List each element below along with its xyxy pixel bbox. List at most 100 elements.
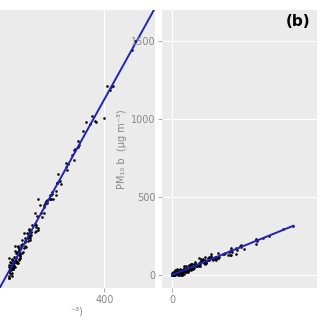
Point xyxy=(172,273,177,278)
Point xyxy=(41,202,46,207)
Point xyxy=(188,265,194,270)
Point xyxy=(7,259,12,264)
Point xyxy=(26,238,31,243)
Point xyxy=(209,254,214,259)
Point xyxy=(88,122,93,127)
Point xyxy=(196,260,201,266)
Point xyxy=(53,193,58,198)
Point xyxy=(172,271,178,276)
Point xyxy=(178,269,183,274)
Point xyxy=(51,196,56,201)
Point xyxy=(189,266,194,271)
Point xyxy=(203,260,208,265)
Point xyxy=(9,260,14,266)
Point xyxy=(171,270,176,275)
Point xyxy=(58,181,63,186)
Point xyxy=(170,273,175,278)
Point xyxy=(27,227,32,232)
Point xyxy=(22,240,27,245)
Point xyxy=(179,272,184,277)
Point xyxy=(12,254,17,259)
Point xyxy=(181,267,186,272)
Point xyxy=(183,267,188,272)
Point xyxy=(13,251,18,256)
Point xyxy=(8,271,13,276)
Point xyxy=(171,273,176,278)
Point xyxy=(178,270,183,275)
Point xyxy=(184,267,189,272)
Point xyxy=(178,269,183,275)
Point xyxy=(212,257,217,262)
Point xyxy=(16,257,21,262)
Point xyxy=(179,270,184,275)
Point xyxy=(14,260,20,265)
Point xyxy=(215,254,220,259)
Point xyxy=(170,273,175,278)
Point xyxy=(171,273,176,278)
Point xyxy=(8,271,13,276)
Point xyxy=(226,249,231,254)
Point xyxy=(216,251,221,256)
Point xyxy=(8,264,13,269)
Point xyxy=(188,264,193,269)
Point xyxy=(204,258,209,263)
Point xyxy=(230,249,235,254)
Point xyxy=(197,264,202,269)
Point xyxy=(54,180,59,185)
Point xyxy=(180,271,185,276)
Point xyxy=(20,237,25,243)
Point xyxy=(184,263,189,268)
Point xyxy=(191,261,196,266)
Point xyxy=(207,254,212,260)
Point xyxy=(16,251,21,256)
Point xyxy=(6,268,11,273)
Point xyxy=(183,270,188,275)
Point xyxy=(291,223,296,228)
Point xyxy=(17,253,22,259)
Point xyxy=(49,196,54,202)
Point xyxy=(171,273,176,278)
Point xyxy=(108,84,113,89)
Point xyxy=(177,269,182,275)
Point xyxy=(28,233,33,238)
Point xyxy=(179,267,184,272)
Point xyxy=(10,258,15,263)
Point xyxy=(49,191,54,196)
Point xyxy=(183,267,188,272)
Point xyxy=(190,266,195,271)
Point xyxy=(253,242,258,247)
Point xyxy=(53,188,59,193)
Point xyxy=(44,198,49,204)
Point xyxy=(179,273,184,278)
Point xyxy=(19,242,24,247)
Point xyxy=(182,264,187,269)
Point xyxy=(200,258,205,263)
Point xyxy=(14,255,19,260)
Point xyxy=(206,257,212,262)
Point xyxy=(179,270,184,275)
Point xyxy=(23,235,28,240)
Point xyxy=(191,264,196,269)
Point xyxy=(8,268,13,273)
Point xyxy=(172,272,178,277)
Point xyxy=(228,248,234,253)
Point xyxy=(7,265,12,270)
Point xyxy=(27,235,32,240)
Point xyxy=(172,268,177,273)
Point xyxy=(64,160,69,165)
Point xyxy=(197,259,202,264)
Point xyxy=(191,265,196,270)
Point xyxy=(176,269,181,274)
Point xyxy=(198,256,203,261)
Point xyxy=(181,268,186,273)
Point xyxy=(10,271,15,276)
Point xyxy=(228,247,233,252)
Point xyxy=(189,262,194,267)
Point xyxy=(171,273,176,278)
Point xyxy=(34,228,39,234)
Point xyxy=(193,263,198,268)
Point xyxy=(7,275,12,280)
Point xyxy=(76,139,81,144)
Point xyxy=(13,260,19,265)
Point xyxy=(32,222,37,227)
